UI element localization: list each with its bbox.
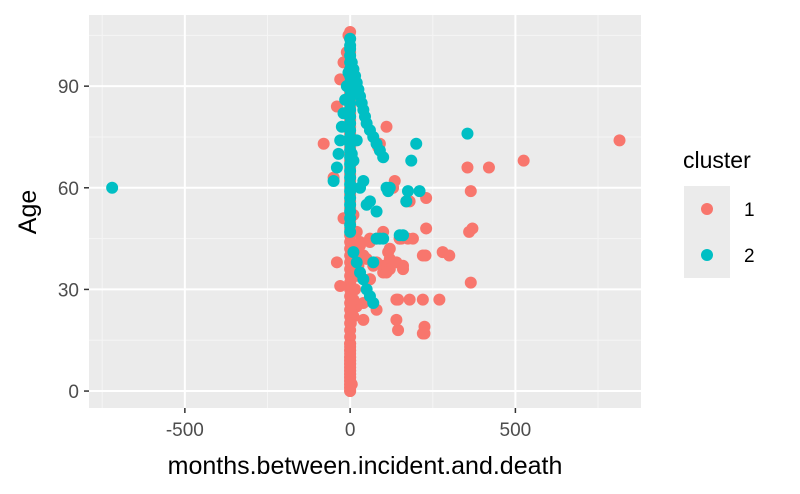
y-tick-label-30: 30 <box>58 280 79 301</box>
legend-label-1: 1 <box>744 200 755 221</box>
point-cluster-1-9 <box>443 249 456 262</box>
point-cluster-2-13 <box>367 256 380 269</box>
point-cluster-1-3 <box>461 161 474 174</box>
point-cluster-2-52 <box>340 80 353 93</box>
point-cluster-2-12 <box>370 232 383 245</box>
point-cluster-1-146 <box>380 266 393 279</box>
point-cluster-1-29 <box>380 120 393 133</box>
point-cluster-1-7 <box>463 225 476 238</box>
point-cluster-2-6 <box>400 195 413 208</box>
point-cluster-2-76 <box>350 256 363 269</box>
legend-key-1-dot <box>701 203 713 215</box>
point-cluster-1-1 <box>517 154 530 167</box>
point-cluster-1-16 <box>416 293 429 306</box>
point-cluster-2-15 <box>360 198 373 211</box>
y-tick-label-0: 0 <box>68 382 79 403</box>
plot-panel <box>89 15 641 408</box>
point-cluster-1-2 <box>482 161 495 174</box>
point-cluster-1-51 <box>383 242 396 255</box>
point-cluster-2-2 <box>410 137 423 150</box>
point-cluster-2-84 <box>370 205 383 218</box>
x-axis-ticks: -500 0 500 <box>166 408 531 441</box>
point-cluster-1-140 <box>349 283 362 296</box>
point-cluster-2-55 <box>335 120 348 133</box>
y-axis-title: Age <box>14 190 42 234</box>
y-tick-label-60: 60 <box>58 179 79 200</box>
point-cluster-2-1 <box>461 127 474 140</box>
point-cluster-1-0 <box>613 134 626 147</box>
point-cluster-1-22 <box>392 324 405 337</box>
point-cluster-1-154 <box>330 256 343 269</box>
point-cluster-2-56 <box>334 134 347 147</box>
x-tick-label-0: 0 <box>345 420 356 441</box>
point-cluster-1-137 <box>344 337 357 350</box>
point-cluster-1-18 <box>403 293 416 306</box>
point-cluster-2-9 <box>380 181 393 194</box>
point-cluster-2-0 <box>106 181 119 194</box>
point-cluster-1-150 <box>416 249 429 262</box>
point-cluster-2-4 <box>413 185 426 198</box>
x-tick-label--500: -500 <box>166 420 204 441</box>
point-cluster-1-6 <box>464 276 477 289</box>
point-cluster-2-74 <box>377 151 390 164</box>
point-cluster-2-81 <box>367 296 380 309</box>
point-cluster-1-155 <box>354 235 367 248</box>
point-cluster-1-60 <box>357 313 370 326</box>
point-cluster-2-50 <box>344 225 357 238</box>
legend-label-2: 2 <box>744 246 755 267</box>
legend-title: cluster <box>683 147 751 173</box>
point-cluster-2-17 <box>354 181 367 194</box>
point-cluster-2-5 <box>401 185 414 198</box>
point-cluster-2-54 <box>337 107 350 120</box>
y-tick-label-90: 90 <box>58 77 79 98</box>
point-cluster-1-147 <box>392 293 405 306</box>
point-cluster-2-83 <box>393 229 406 242</box>
point-cluster-2-58 <box>330 161 343 174</box>
point-cluster-2-57 <box>332 147 345 160</box>
point-cluster-2-59 <box>327 175 340 188</box>
legend: cluster 1 2 <box>683 147 755 278</box>
legend-key-2-dot <box>701 249 713 261</box>
point-cluster-2-78 <box>357 273 370 286</box>
point-cluster-2-75 <box>347 246 360 259</box>
point-cluster-1-23 <box>390 313 403 326</box>
point-cluster-1-10 <box>433 293 446 306</box>
point-cluster-1-151 <box>418 327 431 340</box>
x-tick-label-500: 500 <box>500 420 532 441</box>
point-cluster-1-12 <box>420 222 433 235</box>
y-axis-ticks: 0 30 60 90 <box>58 77 89 403</box>
point-cluster-1-138 <box>345 378 358 391</box>
point-cluster-1-58 <box>397 263 410 276</box>
point-cluster-1-139 <box>347 293 360 306</box>
point-cluster-2-53 <box>339 93 352 106</box>
point-cluster-1-153 <box>334 280 347 293</box>
data-points <box>106 25 626 398</box>
x-axis-title: months.between.incident.and.death <box>168 452 563 480</box>
point-cluster-1-48 <box>317 137 330 150</box>
point-cluster-2-3 <box>405 154 418 167</box>
point-cluster-1-4 <box>464 185 477 198</box>
